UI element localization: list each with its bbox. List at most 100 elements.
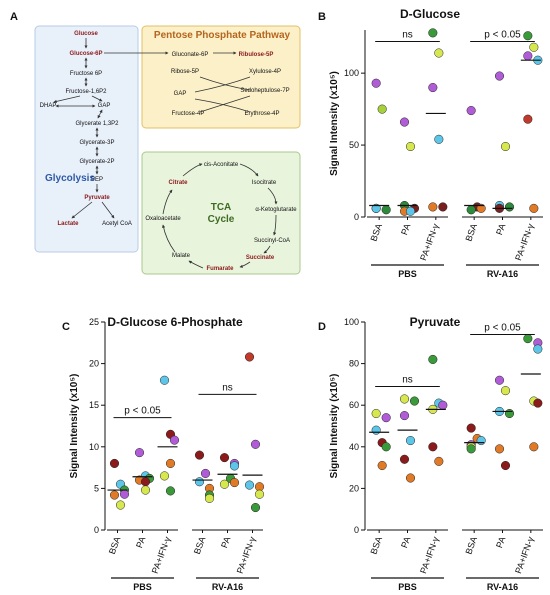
data-point [371, 78, 381, 88]
data-point [377, 460, 387, 471]
data-point [165, 486, 176, 496]
node-citrate: Citrate [168, 180, 188, 186]
chart-title-b: D-Glucose [400, 7, 460, 21]
data-point [381, 413, 391, 423]
y-tick-label: 0 [94, 525, 99, 535]
data-point [466, 423, 476, 433]
panel-b-chart: B D-Glucose 0 50 100 Signal Intensity (x10⁵)… [318, 7, 543, 279]
panel-letter-d: D [318, 321, 326, 333]
data-point [466, 444, 476, 454]
data-point [244, 352, 255, 362]
glycolysis-arrows [53, 38, 169, 219]
data-point [399, 411, 410, 421]
data-point [533, 398, 543, 408]
node-malate: Malate [172, 253, 191, 259]
x-tick-label: PA+IFN-γ [418, 535, 441, 575]
data-point [169, 435, 180, 445]
x-tick-label: BSA [368, 535, 384, 555]
y-tick-label: 0 [354, 212, 359, 222]
y-tick-label: 50 [349, 140, 359, 150]
node-xylulose-4p: Xylulose-4P [249, 69, 281, 75]
x-tick-label: PA+IFN-γ [235, 535, 258, 575]
data-point [165, 458, 176, 468]
x-tick-label: PA+IFN-γ [150, 535, 173, 575]
data-point [476, 436, 486, 446]
data-point [371, 425, 381, 435]
node-fumarate: Fumarate [206, 266, 234, 272]
data-point [371, 203, 381, 213]
glycolysis-box [34, 25, 139, 253]
node-glycerate-13p2: Glycerate 1,3P2 [75, 121, 119, 127]
x-tick-label: PA [399, 535, 412, 549]
y-tick-label: 40 [349, 442, 359, 452]
data-point [428, 202, 438, 212]
significance-label: p < 0.05 [124, 406, 161, 417]
x-tick-label: PA [219, 535, 232, 549]
y-tick-label: 100 [344, 68, 359, 78]
data-point [494, 71, 505, 81]
data-point [109, 458, 120, 468]
data-point [405, 141, 416, 152]
data-point [381, 442, 391, 452]
y-tick-label: 0 [354, 525, 359, 535]
data-point [494, 444, 505, 454]
y-tick-label: 80 [349, 359, 359, 369]
group-label: RV-A16 [487, 582, 518, 590]
significance-label: ns [402, 30, 413, 41]
node-succinate: Succinate [246, 255, 275, 261]
node-dhap: DHAP [40, 103, 57, 109]
data-point [504, 202, 515, 212]
y-axis-label: Signal Intensity (x10⁵) [69, 374, 80, 479]
panel-letter-a: A [10, 11, 18, 23]
data-point [229, 478, 240, 488]
data-point [399, 117, 410, 127]
chart-title-c: D-Glucose 6-Phosphate [107, 315, 243, 329]
data-point [134, 448, 145, 458]
data-point [244, 480, 255, 490]
data-point [434, 134, 444, 144]
y-tick-label: 100 [344, 317, 359, 327]
data-point [434, 48, 444, 58]
panel-c-chart: C D-Glucose 6-Phosphate 0 5 10 15 20 25 Signal … [62, 315, 265, 592]
node-oxaloacetate: Oxaloacetate [145, 216, 181, 222]
data-point [381, 205, 391, 215]
data-point [500, 386, 511, 396]
significance-label: p < 0.05 [484, 322, 521, 333]
y-tick-label: 10 [89, 442, 99, 452]
data-point [140, 485, 151, 495]
data-point [466, 205, 476, 215]
x-tick-label: BSA [463, 222, 479, 242]
tca-title-line2: Cycle [208, 214, 235, 225]
x-tick-label: BSA [463, 535, 479, 555]
data-point [438, 202, 448, 212]
data-point [405, 473, 416, 483]
tca-title-line1: TCA [211, 202, 232, 213]
data-point [194, 477, 205, 487]
x-tick-label: PA [494, 222, 507, 236]
x-tick-label: PA+IFN-γ [418, 222, 441, 262]
data-point [523, 334, 533, 344]
group-label: RV-A16 [212, 582, 243, 590]
data-point [434, 456, 444, 466]
node-glucose-6p: Glucose-6P [69, 51, 102, 57]
data-point [523, 114, 533, 124]
significance-label: p < 0.05 [484, 30, 521, 41]
data-point [200, 468, 211, 478]
x-tick-label: PA [494, 535, 507, 549]
panel-letter-c: C [62, 321, 70, 333]
y-tick-label: 5 [94, 483, 99, 493]
data-point [159, 471, 170, 481]
data-point [219, 479, 230, 489]
data-point [500, 460, 511, 471]
x-tick-label: BSA [107, 535, 123, 555]
data-point [494, 375, 505, 385]
data-point [115, 500, 126, 510]
data-point [428, 82, 438, 93]
node-sedoheptulose-7p: Sedoheptulose-7P [240, 88, 289, 94]
data-point [529, 442, 539, 452]
data-point [529, 42, 539, 52]
data-point [119, 489, 130, 499]
data-point [409, 396, 420, 406]
node-ppp-gap: GAP [174, 91, 187, 97]
